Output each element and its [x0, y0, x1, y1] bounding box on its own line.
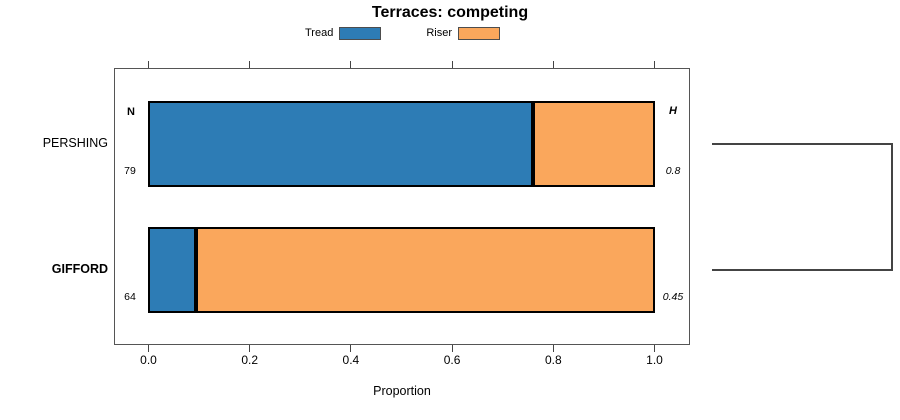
legend-swatch-riser: [458, 26, 500, 40]
legend-item-tread: Tread: [305, 26, 382, 40]
n-column-header: N: [127, 106, 135, 118]
bracket-line-bottom: [712, 269, 892, 271]
chart-title: Terraces: competing: [371, 4, 529, 21]
x-axis-tick-bottom: [350, 345, 352, 352]
legend-swatch-tread: [339, 26, 382, 40]
bar-row-gifford: [148, 227, 655, 313]
x-axis-tick-bottom: [451, 345, 453, 352]
n-value: 79: [124, 165, 136, 177]
x-axis-tick-label: 0.4: [342, 353, 360, 367]
category-label: PERSHING: [42, 136, 108, 150]
category-label: GIFFORD: [51, 262, 108, 276]
x-axis-tick-label: 1.0: [646, 353, 663, 367]
x-axis-tick-top: [552, 61, 554, 68]
legend-item-riser: Riser: [426, 26, 500, 40]
n-value: 64: [124, 291, 136, 303]
x-axis-tick-top: [148, 61, 149, 68]
x-axis-tick-top: [350, 61, 352, 68]
x-axis-tick-label: 0.0: [140, 353, 157, 367]
plot-frame: [114, 68, 690, 345]
bar-segment-riser: [195, 227, 655, 313]
h-value: 0.45: [662, 291, 684, 303]
bar-row-pershing: [148, 101, 655, 187]
legend-label: Tread: [305, 27, 334, 39]
bar-segment-tread: [148, 227, 196, 313]
x-axis-tick-bottom: [654, 345, 655, 352]
x-axis-tick-top: [249, 61, 251, 68]
h-column-header: H: [669, 105, 677, 117]
x-axis-tick-bottom: [148, 345, 149, 352]
bracket-line-top: [712, 143, 892, 145]
x-axis-tick-label: 0.8: [544, 353, 562, 367]
x-axis-tick-top: [451, 61, 453, 68]
x-axis-tick-label: 0.6: [443, 353, 461, 367]
legend: Tread Riser: [305, 25, 500, 41]
bar-segment-tread: [148, 101, 533, 187]
legend-label: Riser: [426, 27, 452, 39]
x-axis-tick-bottom: [249, 345, 251, 352]
bracket-line-vertical: [891, 143, 893, 271]
x-axis-tick-label: 0.2: [241, 353, 259, 367]
x-axis-tick-top: [654, 61, 655, 68]
h-value: 0.8: [665, 165, 681, 177]
x-axis-label: Proportion: [373, 384, 431, 398]
x-axis-tick-bottom: [552, 345, 554, 352]
bar-segment-riser: [532, 101, 655, 187]
